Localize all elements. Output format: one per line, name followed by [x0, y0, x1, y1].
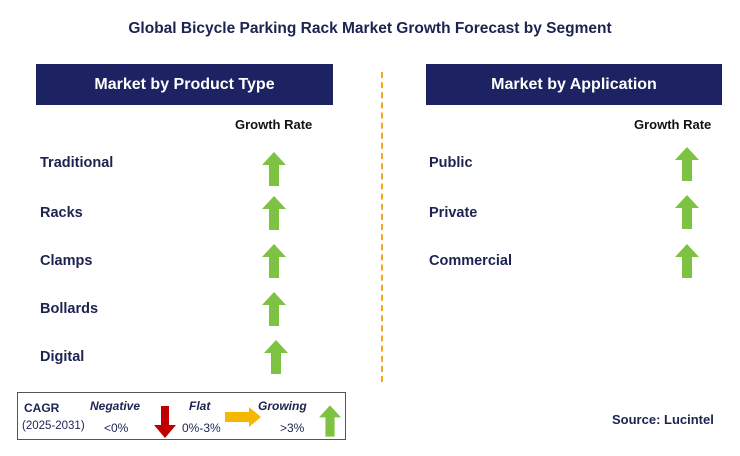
row-label-digital: Digital — [40, 349, 85, 365]
up-arrow-icon — [262, 292, 286, 326]
application-header: Market by Application — [426, 64, 722, 105]
legend-flat-label: Flat — [189, 399, 211, 413]
legend-cagr-label: CAGR — [24, 401, 60, 415]
legend-flat-range: 0%-3% — [182, 421, 221, 435]
page-title: Global Bicycle Parking Rack Market Growt… — [128, 20, 612, 37]
row-label-private: Private — [429, 205, 478, 221]
legend-negative-range: <0% — [104, 421, 129, 435]
down-arrow-icon — [154, 406, 176, 438]
legend-growing-range: >3% — [280, 421, 305, 435]
up-arrow-icon — [262, 196, 286, 230]
source-note: Source: Lucintel — [612, 412, 714, 427]
row-label-traditional: Traditional — [40, 155, 114, 171]
row-label-racks: Racks — [40, 205, 83, 221]
up-arrow-icon — [675, 195, 699, 229]
right-arrow-icon — [225, 407, 261, 427]
panel-divider — [381, 72, 383, 382]
up-arrow-icon — [675, 147, 699, 181]
row-label-bollards: Bollards — [40, 301, 99, 317]
legend-period: (2025-2031) — [22, 420, 85, 432]
row-label-clamps: Clamps — [40, 253, 93, 269]
row-label-commercial: Commercial — [429, 253, 513, 269]
legend-negative-label: Negative — [90, 399, 141, 413]
cagr-legend: CAGR (2025-2031) Negative <0% Flat 0%-3%… — [17, 392, 346, 440]
up-arrow-icon — [319, 405, 341, 437]
product-type-header: Market by Product Type — [36, 64, 333, 105]
up-arrow-icon — [262, 152, 286, 186]
growth-rate-label-left: Growth Rate — [235, 117, 313, 132]
legend-growing-label: Growing — [258, 399, 307, 413]
up-arrow-icon — [675, 244, 699, 278]
row-label-public: Public — [429, 155, 473, 171]
up-arrow-icon — [264, 340, 288, 374]
growth-rate-label-right: Growth Rate — [634, 117, 712, 132]
up-arrow-icon — [262, 244, 286, 278]
